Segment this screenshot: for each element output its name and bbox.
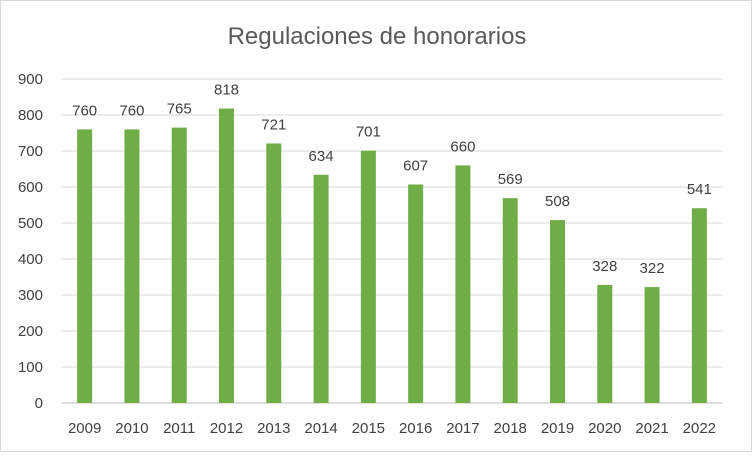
x-tick-label-2016: 2016: [399, 420, 432, 437]
data-label-2017: 660: [450, 138, 475, 155]
data-label-2016: 607: [403, 157, 428, 174]
bars: [77, 108, 707, 404]
chart-title: Regulaciones de honorarios: [228, 23, 527, 50]
gridlines: [61, 78, 723, 404]
bar-2015: [360, 150, 376, 403]
bar-2018: [502, 198, 518, 403]
x-tick-label-2022: 2022: [683, 420, 716, 437]
bar-2020: [597, 284, 613, 403]
bar-2022: [691, 208, 707, 403]
bar-2012: [219, 108, 234, 404]
x-tick-label-2011: 2011: [163, 420, 195, 437]
x-tick-label-2010: 2010: [115, 420, 148, 437]
bar-2009: [77, 129, 93, 403]
x-tick-label-2013: 2013: [257, 420, 290, 437]
x-tick-label-2017: 2017: [446, 420, 479, 437]
y-tick-label: 300: [18, 287, 43, 304]
data-label-2018: 569: [498, 171, 523, 188]
bar-2017: [455, 165, 471, 403]
x-tick-label-2012: 2012: [210, 420, 243, 437]
bar-2016: [408, 184, 424, 403]
x-tick-label-2018: 2018: [494, 420, 527, 437]
y-tick-label: 500: [18, 215, 43, 232]
data-label-2013: 721: [261, 116, 286, 133]
bar-2014: [313, 174, 329, 403]
bar-2011: [171, 127, 187, 403]
data-label-2014: 634: [309, 148, 334, 165]
x-tick-label-2015: 2015: [352, 420, 385, 437]
data-label-2009: 760: [72, 102, 97, 119]
y-tick-label: 600: [18, 179, 43, 196]
x-axis-ticks: 2009 2010 2011 2012 2013 2014 2015 2016 2017 2018…: [68, 420, 716, 437]
data-label-2011: 765: [167, 101, 192, 118]
y-tick-label: 700: [18, 143, 43, 160]
y-tick-label: 0: [35, 395, 43, 412]
x-tick-label-2020: 2020: [588, 420, 621, 437]
y-tick-label: 800: [18, 107, 43, 124]
bar-2010: [124, 129, 140, 403]
data-label-2020: 328: [592, 258, 617, 275]
x-tick-label-2019: 2019: [541, 420, 574, 437]
y-tick-label: 200: [18, 323, 43, 340]
data-label-2010: 760: [119, 102, 144, 119]
y-axis-ticks: 0 100 200 300 400 500 600 700 800 900: [18, 71, 43, 412]
x-tick-label-2009: 2009: [68, 420, 101, 437]
y-tick-label: 400: [18, 251, 43, 268]
data-label-2015: 701: [356, 124, 381, 141]
bar-2013: [266, 143, 282, 403]
x-tick-label-2014: 2014: [304, 420, 337, 437]
data-labels: 760 760 765 818 721 634 701 607 660 569 508 328 322 5…: [72, 82, 712, 278]
data-label-2019: 508: [545, 193, 570, 210]
bar-2021: [644, 287, 660, 403]
bar-2019: [550, 220, 565, 403]
y-tick-label: 900: [18, 71, 43, 88]
data-label-2022: 541: [687, 181, 712, 198]
data-label-2012: 818: [214, 82, 239, 99]
data-label-2021: 322: [640, 260, 665, 277]
x-tick-label-2021: 2021: [635, 420, 668, 437]
y-tick-label: 100: [18, 359, 43, 376]
